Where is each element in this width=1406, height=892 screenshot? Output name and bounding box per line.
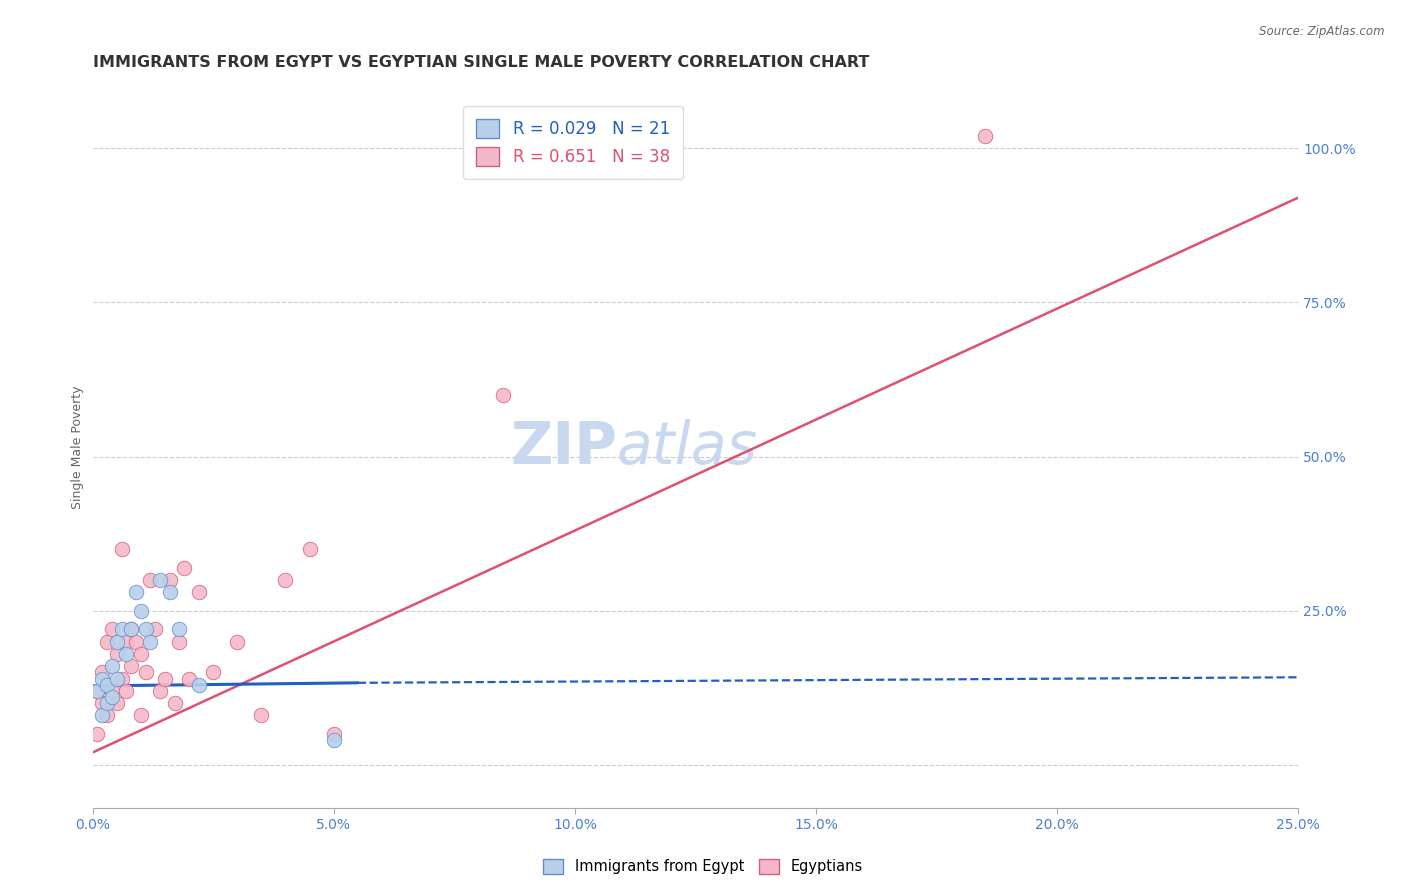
Point — [159, 573, 181, 587]
Y-axis label: Single Male Poverty: Single Male Poverty — [72, 385, 84, 509]
Point — [143, 622, 166, 636]
Point — [139, 573, 162, 587]
Point — [115, 634, 138, 648]
Point — [101, 683, 124, 698]
Point — [105, 672, 128, 686]
Point — [153, 672, 176, 686]
Point — [96, 696, 118, 710]
Text: ZIP: ZIP — [510, 418, 617, 475]
Point — [86, 683, 108, 698]
Point — [169, 622, 191, 636]
Point — [96, 708, 118, 723]
Point — [115, 683, 138, 698]
Point — [129, 708, 152, 723]
Point — [115, 647, 138, 661]
Point — [159, 585, 181, 599]
Point — [187, 585, 209, 599]
Point — [120, 659, 142, 673]
Point — [491, 388, 513, 402]
Point — [120, 622, 142, 636]
Point — [149, 683, 172, 698]
Text: IMMIGRANTS FROM EGYPT VS EGYPTIAN SINGLE MALE POVERTY CORRELATION CHART: IMMIGRANTS FROM EGYPT VS EGYPTIAN SINGLE… — [93, 55, 869, 70]
Point — [322, 727, 344, 741]
Point — [973, 128, 995, 143]
Point — [177, 672, 200, 686]
Point — [91, 708, 114, 723]
Point — [129, 604, 152, 618]
Point — [226, 634, 249, 648]
Point — [86, 727, 108, 741]
Point — [105, 647, 128, 661]
Point — [101, 622, 124, 636]
Point — [110, 672, 132, 686]
Point — [274, 573, 297, 587]
Legend: Immigrants from Egypt, Egyptians: Immigrants from Egypt, Egyptians — [537, 853, 869, 880]
Point — [135, 665, 157, 680]
Point — [298, 541, 321, 556]
Point — [105, 634, 128, 648]
Point — [110, 541, 132, 556]
Point — [129, 647, 152, 661]
Point — [96, 634, 118, 648]
Point — [86, 683, 108, 698]
Point — [91, 665, 114, 680]
Point — [173, 560, 195, 574]
Point — [187, 678, 209, 692]
Point — [125, 585, 148, 599]
Point — [91, 696, 114, 710]
Point — [91, 672, 114, 686]
Point — [135, 622, 157, 636]
Point — [149, 573, 172, 587]
Text: Source: ZipAtlas.com: Source: ZipAtlas.com — [1260, 25, 1385, 38]
Legend: R = 0.029   N = 21, R = 0.651   N = 38: R = 0.029 N = 21, R = 0.651 N = 38 — [463, 106, 683, 179]
Point — [120, 622, 142, 636]
Point — [110, 622, 132, 636]
Point — [105, 696, 128, 710]
Point — [139, 634, 162, 648]
Point — [250, 708, 273, 723]
Text: atlas: atlas — [617, 418, 758, 475]
Point — [322, 733, 344, 747]
Point — [163, 696, 186, 710]
Point — [101, 690, 124, 704]
Point — [125, 634, 148, 648]
Point — [101, 659, 124, 673]
Point — [202, 665, 225, 680]
Point — [96, 678, 118, 692]
Point — [169, 634, 191, 648]
